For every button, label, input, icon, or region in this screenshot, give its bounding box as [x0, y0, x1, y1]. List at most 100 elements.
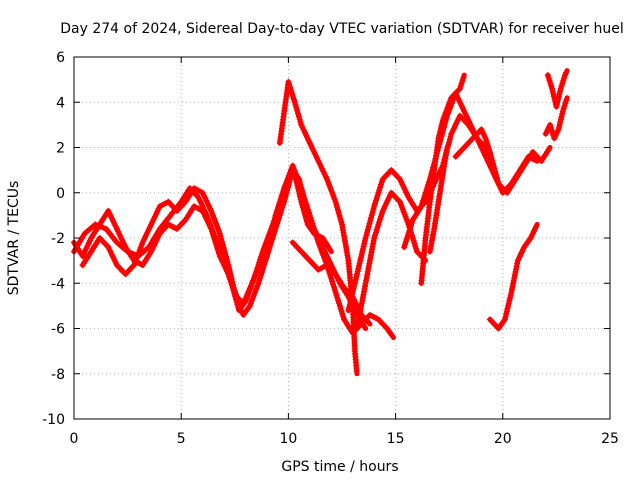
- data-point: [231, 287, 238, 294]
- data-point: [411, 240, 418, 247]
- data-point: [283, 190, 290, 197]
- data-point: [367, 217, 374, 224]
- data-point: [421, 192, 428, 199]
- data-point: [446, 136, 453, 143]
- data-point: [335, 297, 342, 304]
- y-tick-label: -10: [42, 412, 65, 428]
- data-point: [372, 229, 379, 236]
- data-point: [363, 232, 370, 239]
- data-point: [483, 138, 490, 145]
- data-point: [560, 105, 567, 112]
- data-point: [406, 227, 413, 234]
- data-point: [388, 332, 395, 339]
- data-point: [549, 85, 556, 92]
- data-point: [408, 222, 414, 229]
- data-point: [457, 83, 464, 89]
- data-point: [485, 143, 492, 150]
- data-point: [213, 242, 220, 249]
- data-point: [544, 72, 551, 79]
- data-point: [459, 77, 466, 84]
- data-point: [333, 201, 340, 208]
- data-point: [215, 250, 222, 257]
- data-point: [446, 99, 453, 106]
- data-point: [286, 178, 293, 185]
- data-point: [458, 80, 465, 87]
- data-point: [281, 198, 288, 205]
- data-point: [503, 311, 510, 317]
- data-point: [334, 294, 341, 301]
- data-point: [264, 253, 270, 260]
- data-point: [276, 215, 282, 222]
- data-point: [328, 275, 335, 282]
- data-point: [510, 280, 517, 287]
- data-point: [350, 287, 356, 294]
- data-point: [232, 292, 239, 299]
- data-point: [219, 242, 226, 248]
- data-point: [490, 163, 497, 170]
- data-point: [547, 121, 553, 128]
- data-point: [488, 154, 495, 161]
- series-track-i: [418, 72, 467, 287]
- data-point: [257, 274, 264, 281]
- data-point: [268, 239, 275, 246]
- series-track-d: [276, 78, 360, 377]
- data-point: [559, 108, 566, 115]
- data-point: [506, 297, 513, 304]
- data-point: [559, 80, 566, 87]
- data-point: [492, 169, 499, 176]
- data-point: [279, 204, 286, 211]
- data-point: [561, 102, 568, 109]
- data-point: [209, 231, 216, 238]
- data-point: [258, 269, 265, 276]
- y-tick-label: -6: [51, 322, 65, 338]
- data-point: [100, 224, 107, 231]
- data-point: [369, 209, 376, 216]
- data-point: [491, 166, 498, 173]
- series-track-g: [354, 189, 429, 332]
- data-point: [215, 247, 222, 254]
- data-point: [262, 258, 269, 265]
- data-point: [408, 219, 415, 226]
- data-point: [405, 230, 412, 237]
- data-point: [299, 189, 306, 196]
- data-point: [548, 127, 555, 134]
- data-point: [489, 157, 496, 164]
- data-point: [446, 139, 452, 146]
- data-point: [376, 218, 383, 225]
- data-point: [563, 69, 569, 76]
- data-point: [337, 305, 344, 312]
- data-point: [326, 246, 333, 253]
- data-point: [402, 238, 409, 245]
- data-point: [361, 237, 368, 244]
- data-point: [210, 234, 217, 241]
- data-point: [336, 302, 343, 309]
- data-point: [456, 85, 463, 92]
- data-point: [346, 304, 353, 311]
- data-point: [297, 119, 304, 125]
- data-point: [364, 226, 371, 233]
- data-point: [332, 198, 339, 205]
- data-point: [296, 176, 303, 183]
- data-point: [378, 178, 385, 185]
- axis-ticks: 0 5 10 15 20 25 -10 -8 -6 -4 -2 0 2 4 6: [42, 50, 619, 447]
- y-tick-label: 6: [56, 50, 65, 66]
- data-point: [332, 289, 339, 296]
- data-point: [260, 264, 267, 270]
- y-tick-label: 0: [56, 186, 65, 202]
- data-point: [378, 210, 385, 217]
- data-point: [547, 124, 554, 131]
- data-point: [348, 293, 355, 300]
- data-point: [365, 319, 372, 326]
- data-point: [418, 203, 425, 210]
- data-point: [255, 280, 262, 287]
- series-track-m: [542, 95, 570, 142]
- data-point: [277, 209, 284, 216]
- data-point: [230, 284, 237, 291]
- data-point: [511, 274, 518, 281]
- data-point: [376, 187, 383, 193]
- data-point: [546, 77, 553, 84]
- data-point: [482, 135, 489, 142]
- data-point: [263, 255, 270, 262]
- data-point: [375, 221, 382, 228]
- data-point: [278, 206, 285, 213]
